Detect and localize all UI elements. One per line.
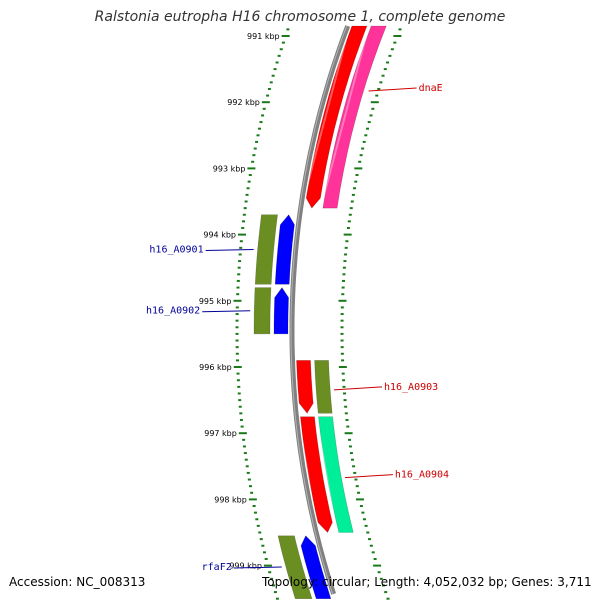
gene-class-h16_A0904-highlight: [315, 418, 338, 531]
map-title: Ralstonia eutropha H16 chromosome 1, com…: [94, 9, 506, 25]
gene-label-dnaE: dnaE: [419, 83, 443, 94]
leader-line: [368, 87, 417, 92]
gene-arrow-h16_A0904-highlight: [297, 418, 317, 521]
kbp-tick-label: 999 kbp: [229, 562, 262, 571]
kbp-tick-label: 993 kbp: [213, 164, 246, 173]
gene-arrow-dnaE: [305, 25, 368, 209]
chromosome-backbone: [289, 25, 351, 595]
leader-line: [205, 248, 254, 251]
gene-class-h16_A0901-highlight: [252, 216, 261, 283]
leader-line: [202, 310, 251, 313]
label-layer: dnaE h16_A0901 h16_A0902 h16_A0903 h16_A0904…: [146, 83, 449, 573]
gene-arrow-h16_A0901-highlight: [272, 226, 280, 283]
leader-line: [344, 474, 393, 479]
gene-class-rfaF2: [277, 535, 313, 599]
gene-arrow-h16_A0902: [273, 287, 289, 335]
gene-arrow-h16_A0901: [274, 214, 295, 285]
gene-class-h16_A0904: [318, 416, 354, 533]
gene-class-h16_A0902: [253, 287, 272, 335]
gene-label-h16_A0903: h16_A0903: [384, 382, 438, 393]
gene-class-dnaE: [322, 25, 387, 209]
kbp-tick-label: 992 kbp: [227, 98, 260, 107]
gene-label-h16_A0902: h16_A0902: [146, 306, 200, 317]
gene-label-h16_A0904: h16_A0904: [395, 470, 449, 481]
gene-class-h16_A0901: [254, 214, 278, 285]
gene-class-h16_A0903-highlight: [311, 362, 317, 412]
kbp-tick-label: 998 kbp: [214, 495, 247, 504]
gene-label-rfaF2: rfaF2: [202, 562, 232, 573]
tick-layer: 991 kbp 992 kbp 993 kbp 994 kbp 995 kbp 996 k…: [199, 28, 402, 600]
gene-class-h16_A0902-highlight: [251, 289, 254, 332]
leader-line: [333, 386, 383, 391]
summary-text: Topology: circular; Length: 4,052,032 bp…: [262, 575, 592, 589]
backbone-highlight: [290, 25, 348, 595]
backbone-layer: [289, 25, 351, 595]
kbp-tick-label: 996 kbp: [199, 363, 232, 372]
gene-label-h16_A0901: h16_A0901: [149, 244, 203, 255]
leader-line: [233, 566, 282, 569]
gene-arrow-h16_A0903: [296, 360, 314, 414]
gene-class-h16_A0903: [314, 360, 333, 414]
gene-class-dnaE-highlight: [320, 27, 370, 207]
gene-arrow-h16_A0904: [300, 416, 333, 534]
kbp-tick-label: 995 kbp: [199, 297, 232, 306]
accession-text: Accession: NC_008313: [9, 575, 146, 589]
kbp-tick-label: 994 kbp: [203, 231, 236, 240]
gene-arrow-rfaF2-highlight: [298, 547, 315, 597]
gene-arrow-rfaF2: [300, 535, 332, 599]
gene-class-rfaF2-highlight: [275, 537, 294, 597]
kbp-tick-label: 997 kbp: [204, 429, 237, 438]
kbp-tick-label: 991 kbp: [247, 32, 280, 41]
gene-arrow-dnaE-highlight: [303, 27, 351, 197]
gene-arrow-h16_A0902-highlight: [271, 299, 274, 332]
gene-layer: [251, 25, 387, 599]
